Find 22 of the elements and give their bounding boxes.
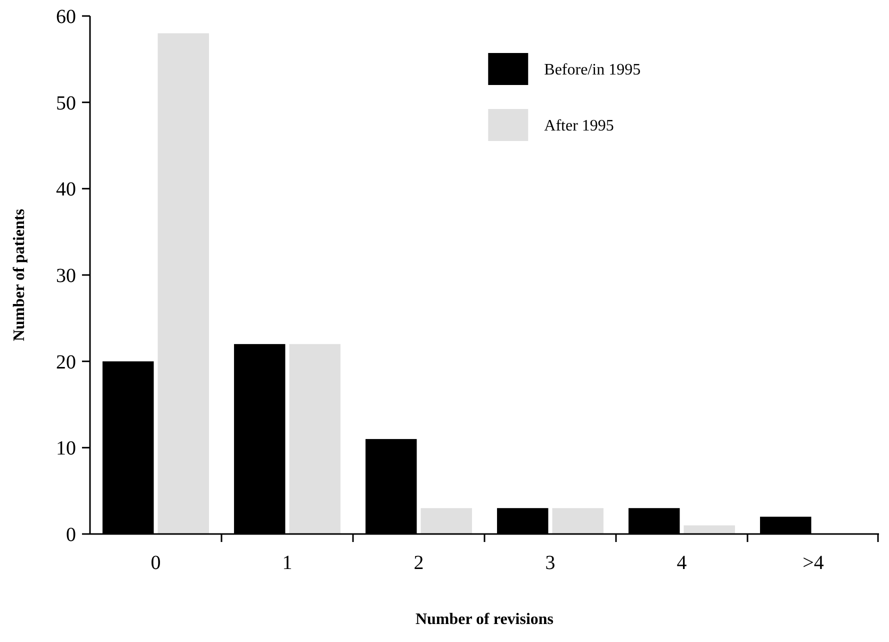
y-tick-label: 10 [56, 438, 76, 460]
bar [684, 525, 735, 534]
bar [420, 508, 472, 534]
y-tick-label: 60 [56, 6, 76, 28]
x-tick-label: 2 [414, 552, 424, 574]
y-axis-title: Number of patients [11, 208, 28, 342]
y-tick-label: 40 [56, 178, 76, 201]
bar [552, 508, 604, 534]
x-tick-label: 4 [676, 552, 687, 574]
y-tick-label: 30 [56, 265, 76, 287]
bar [289, 344, 340, 534]
x-axis-title: Number of revisions [415, 611, 554, 628]
legend-label: Before/in 1995 [544, 62, 641, 79]
y-tick-label: 50 [56, 92, 76, 114]
y-tick-label: 20 [56, 351, 76, 374]
x-tick-label: 0 [150, 552, 161, 574]
x-tick-label: 1 [282, 552, 292, 574]
bar [158, 33, 209, 534]
legend-label: After 1995 [544, 118, 614, 135]
y-tick-label: 0 [66, 524, 76, 546]
x-tick-label: 3 [545, 552, 556, 574]
x-tick-label: >4 [802, 552, 824, 574]
